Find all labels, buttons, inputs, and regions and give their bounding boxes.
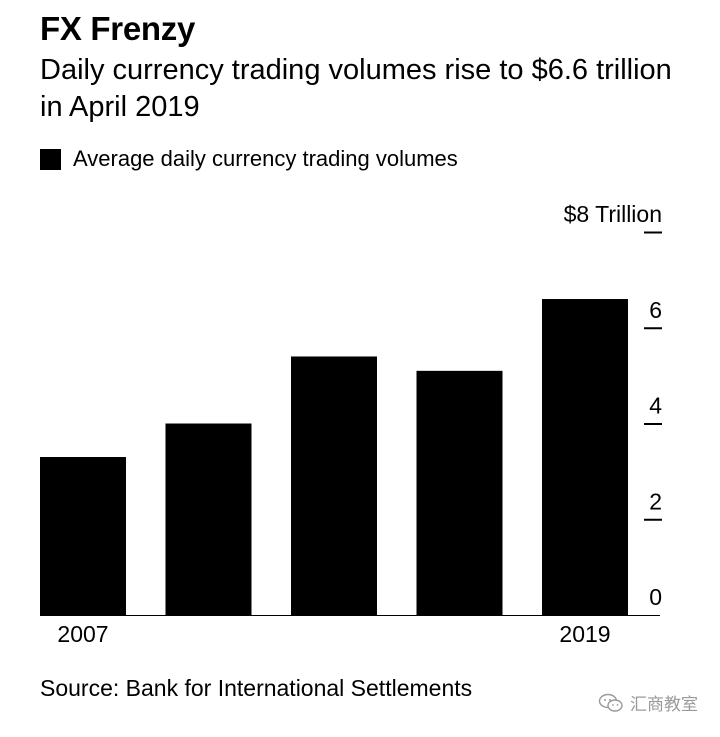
y-tick-label-0: 0 xyxy=(649,584,662,610)
y-tick-label-6: 6 xyxy=(649,297,662,323)
source-note: Source: Bank for International Settlemen… xyxy=(40,675,473,701)
watermark: 汇商教室 xyxy=(598,690,698,715)
legend: Average daily currency trading volumes xyxy=(40,144,458,174)
wechat-icon xyxy=(598,693,623,712)
y-tick-label-2: 2 xyxy=(649,488,662,514)
bar-2010 xyxy=(165,423,252,615)
chart-subtitle: Daily currency trading volumes rise to $… xyxy=(40,54,672,123)
x-tick-label-2019: 2019 xyxy=(559,621,610,647)
bar-2013 xyxy=(291,356,377,615)
y-tick-label-4: 4 xyxy=(649,393,662,419)
y-tick-label-8: $8 Trillion xyxy=(564,201,662,227)
bar-2016 xyxy=(416,370,503,615)
bar-2007 xyxy=(40,457,126,615)
chart-title: FX Frenzy xyxy=(40,10,196,47)
bar-2019 xyxy=(542,299,628,615)
legend-label: Average daily currency trading volumes xyxy=(73,146,458,171)
legend-swatch xyxy=(40,148,61,170)
watermark-text: 汇商教室 xyxy=(630,695,698,715)
x-tick-label-2007: 2007 xyxy=(57,621,108,647)
